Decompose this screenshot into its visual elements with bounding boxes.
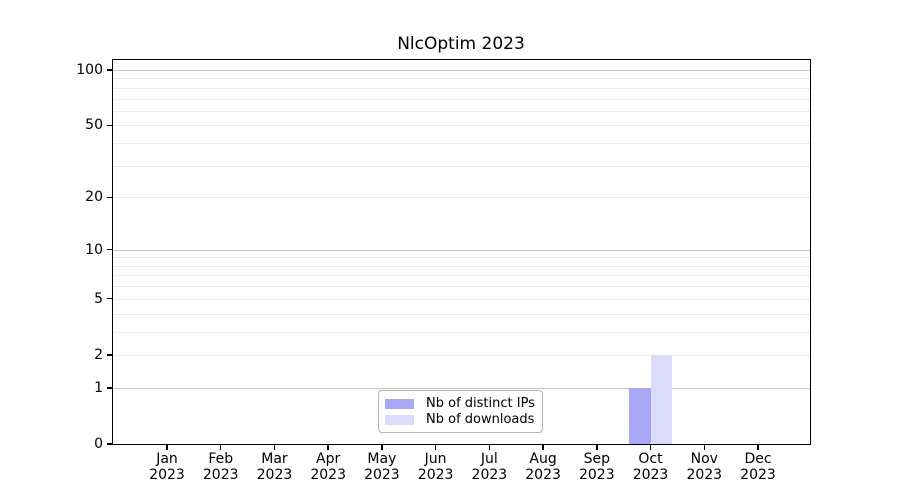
gridline-minor bbox=[113, 265, 810, 267]
legend-item-downloads: Nb of downloads bbox=[385, 412, 538, 427]
x-tick-label: Nov 2023 bbox=[686, 451, 723, 483]
x-tick-label: Jan 2023 bbox=[149, 451, 185, 483]
x-tick-label: Jul 2023 bbox=[471, 451, 508, 483]
x-tick-label: Oct 2023 bbox=[632, 451, 669, 483]
x-tick-label: May 2023 bbox=[364, 451, 400, 483]
x-tick-mark bbox=[434, 444, 437, 450]
gridline-minor bbox=[113, 313, 810, 315]
gridline-major bbox=[113, 249, 810, 251]
y-tick-label: 100 bbox=[76, 62, 103, 78]
x-tick-mark bbox=[757, 444, 759, 450]
gridline-major bbox=[113, 70, 810, 71]
x-tick-label: Sep 2023 bbox=[578, 451, 615, 483]
legend-swatch-distinct-ips bbox=[385, 398, 414, 409]
gridline-major bbox=[113, 387, 810, 389]
legend-swatch-downloads bbox=[385, 414, 414, 425]
x-tick-mark bbox=[220, 444, 222, 450]
chart-title: NlcOptim 2023 bbox=[397, 34, 525, 54]
x-tick-mark bbox=[166, 444, 168, 450]
y-tick-mark bbox=[107, 248, 113, 251]
bar-nb-of-distinct-ips bbox=[629, 387, 651, 444]
y-tick-label: 50 bbox=[85, 117, 103, 134]
x-tick-mark bbox=[596, 444, 598, 450]
x-tick-mark bbox=[542, 444, 544, 450]
gridline-minor bbox=[113, 98, 810, 100]
gridline-minor bbox=[113, 87, 810, 89]
gridline-minor bbox=[113, 78, 810, 80]
x-tick-label: Feb 2023 bbox=[202, 451, 239, 483]
x-tick-label: Aug 2023 bbox=[525, 451, 561, 483]
legend-item-distinct-ips: Nb of distinct IPs bbox=[385, 396, 538, 411]
legend-label-distinct-ips: Nb of distinct IPs bbox=[426, 396, 535, 411]
gridline-minor bbox=[113, 354, 810, 356]
x-tick-label: Mar 2023 bbox=[256, 451, 293, 483]
y-tick-mark bbox=[107, 387, 113, 389]
x-tick-label: Jun 2023 bbox=[417, 451, 454, 483]
x-tick-mark bbox=[488, 444, 491, 450]
gridline-minor bbox=[113, 165, 810, 167]
y-tick-label: 10 bbox=[85, 241, 103, 258]
x-tick-mark bbox=[327, 444, 329, 450]
y-tick-mark bbox=[107, 196, 113, 198]
gridline-minor bbox=[113, 197, 810, 199]
x-tick-mark bbox=[649, 444, 652, 450]
y-tick-label: 5 bbox=[94, 290, 103, 307]
x-tick-label: Dec 2023 bbox=[740, 451, 776, 483]
bar-nb-of-downloads bbox=[650, 354, 673, 444]
x-tick-mark bbox=[703, 444, 705, 450]
y-tick-label: 0 bbox=[94, 436, 103, 452]
gridline-minor bbox=[113, 298, 810, 300]
x-tick-label: Apr 2023 bbox=[310, 451, 346, 483]
y-tick-mark bbox=[107, 124, 113, 127]
gridline-minor bbox=[113, 286, 810, 288]
legend-label-downloads: Nb of downloads bbox=[426, 412, 535, 427]
y-tick-mark bbox=[107, 354, 113, 356]
gridline-minor bbox=[113, 143, 810, 145]
y-tick-label: 20 bbox=[85, 189, 103, 206]
x-tick-mark bbox=[381, 444, 383, 450]
y-tick-mark bbox=[107, 298, 113, 300]
y-tick-label: 1 bbox=[94, 379, 103, 396]
y-tick-mark bbox=[107, 443, 113, 445]
legend: Nb of distinct IPs Nb of downloads bbox=[378, 390, 543, 433]
gridline-minor bbox=[113, 125, 810, 127]
gridline-minor bbox=[113, 257, 810, 259]
gridline-minor bbox=[113, 331, 810, 333]
gridline-minor bbox=[113, 110, 810, 112]
x-tick-mark bbox=[273, 444, 276, 450]
y-tick-label: 2 bbox=[94, 346, 103, 363]
y-tick-mark bbox=[107, 69, 113, 71]
gridline-minor bbox=[113, 275, 810, 277]
